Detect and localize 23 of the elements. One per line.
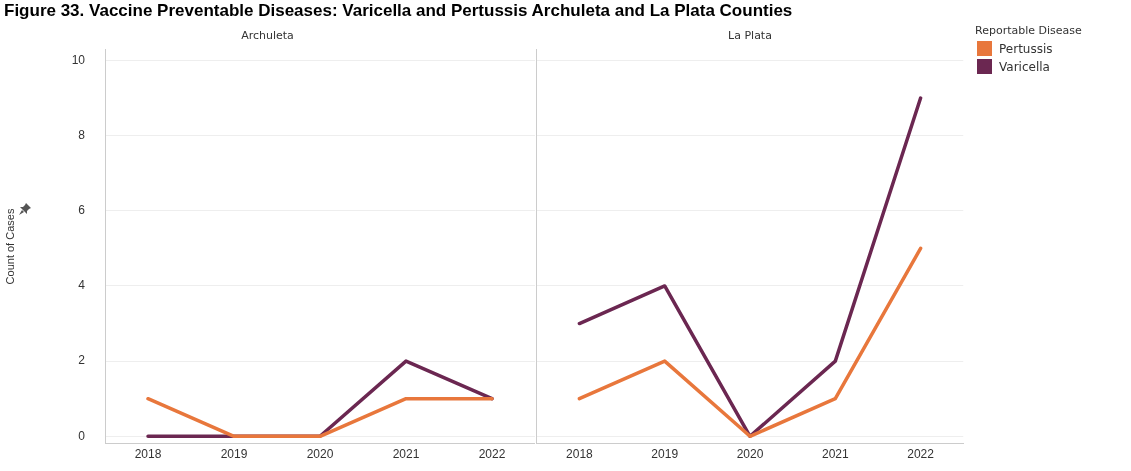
x-tick-label: 2021 bbox=[821, 447, 849, 462]
x-tick-label: 2019 bbox=[651, 447, 679, 462]
x-tick-label: 2019 bbox=[220, 447, 248, 462]
x-tick-label: 2021 bbox=[392, 447, 420, 462]
y-tick-label: 6 bbox=[78, 203, 86, 218]
x-tick-label: 2018 bbox=[134, 447, 162, 462]
y-tick-label: 8 bbox=[78, 127, 86, 142]
chart-subtitle: La Plata bbox=[728, 29, 772, 43]
legend-label: Pertussis bbox=[999, 41, 1053, 56]
chart-subtitle: Archuleta bbox=[241, 29, 294, 43]
x-tick-label: 2018 bbox=[566, 447, 594, 462]
chart-title: Figure 33. Vaccine Preventable Diseases: Varicella and Pertussis Archuleta and La Plata Counties bbox=[3, 0, 794, 22]
x-tick-label: 2022 bbox=[478, 447, 506, 462]
y-tick-label: 2 bbox=[78, 353, 86, 368]
x-tick-label: 2020 bbox=[736, 447, 764, 462]
legend-title: Reportable Disease bbox=[975, 24, 1082, 37]
y-tick-label: 0 bbox=[78, 428, 86, 443]
y-axis-title: Count of Cases bbox=[3, 208, 16, 285]
y-tick-label: 4 bbox=[78, 278, 86, 293]
y-tick-label: 10 bbox=[71, 52, 86, 67]
x-tick-label: 2020 bbox=[306, 447, 334, 462]
x-tick-label: 2022 bbox=[907, 447, 935, 462]
legend-label: Varicella bbox=[999, 59, 1050, 74]
